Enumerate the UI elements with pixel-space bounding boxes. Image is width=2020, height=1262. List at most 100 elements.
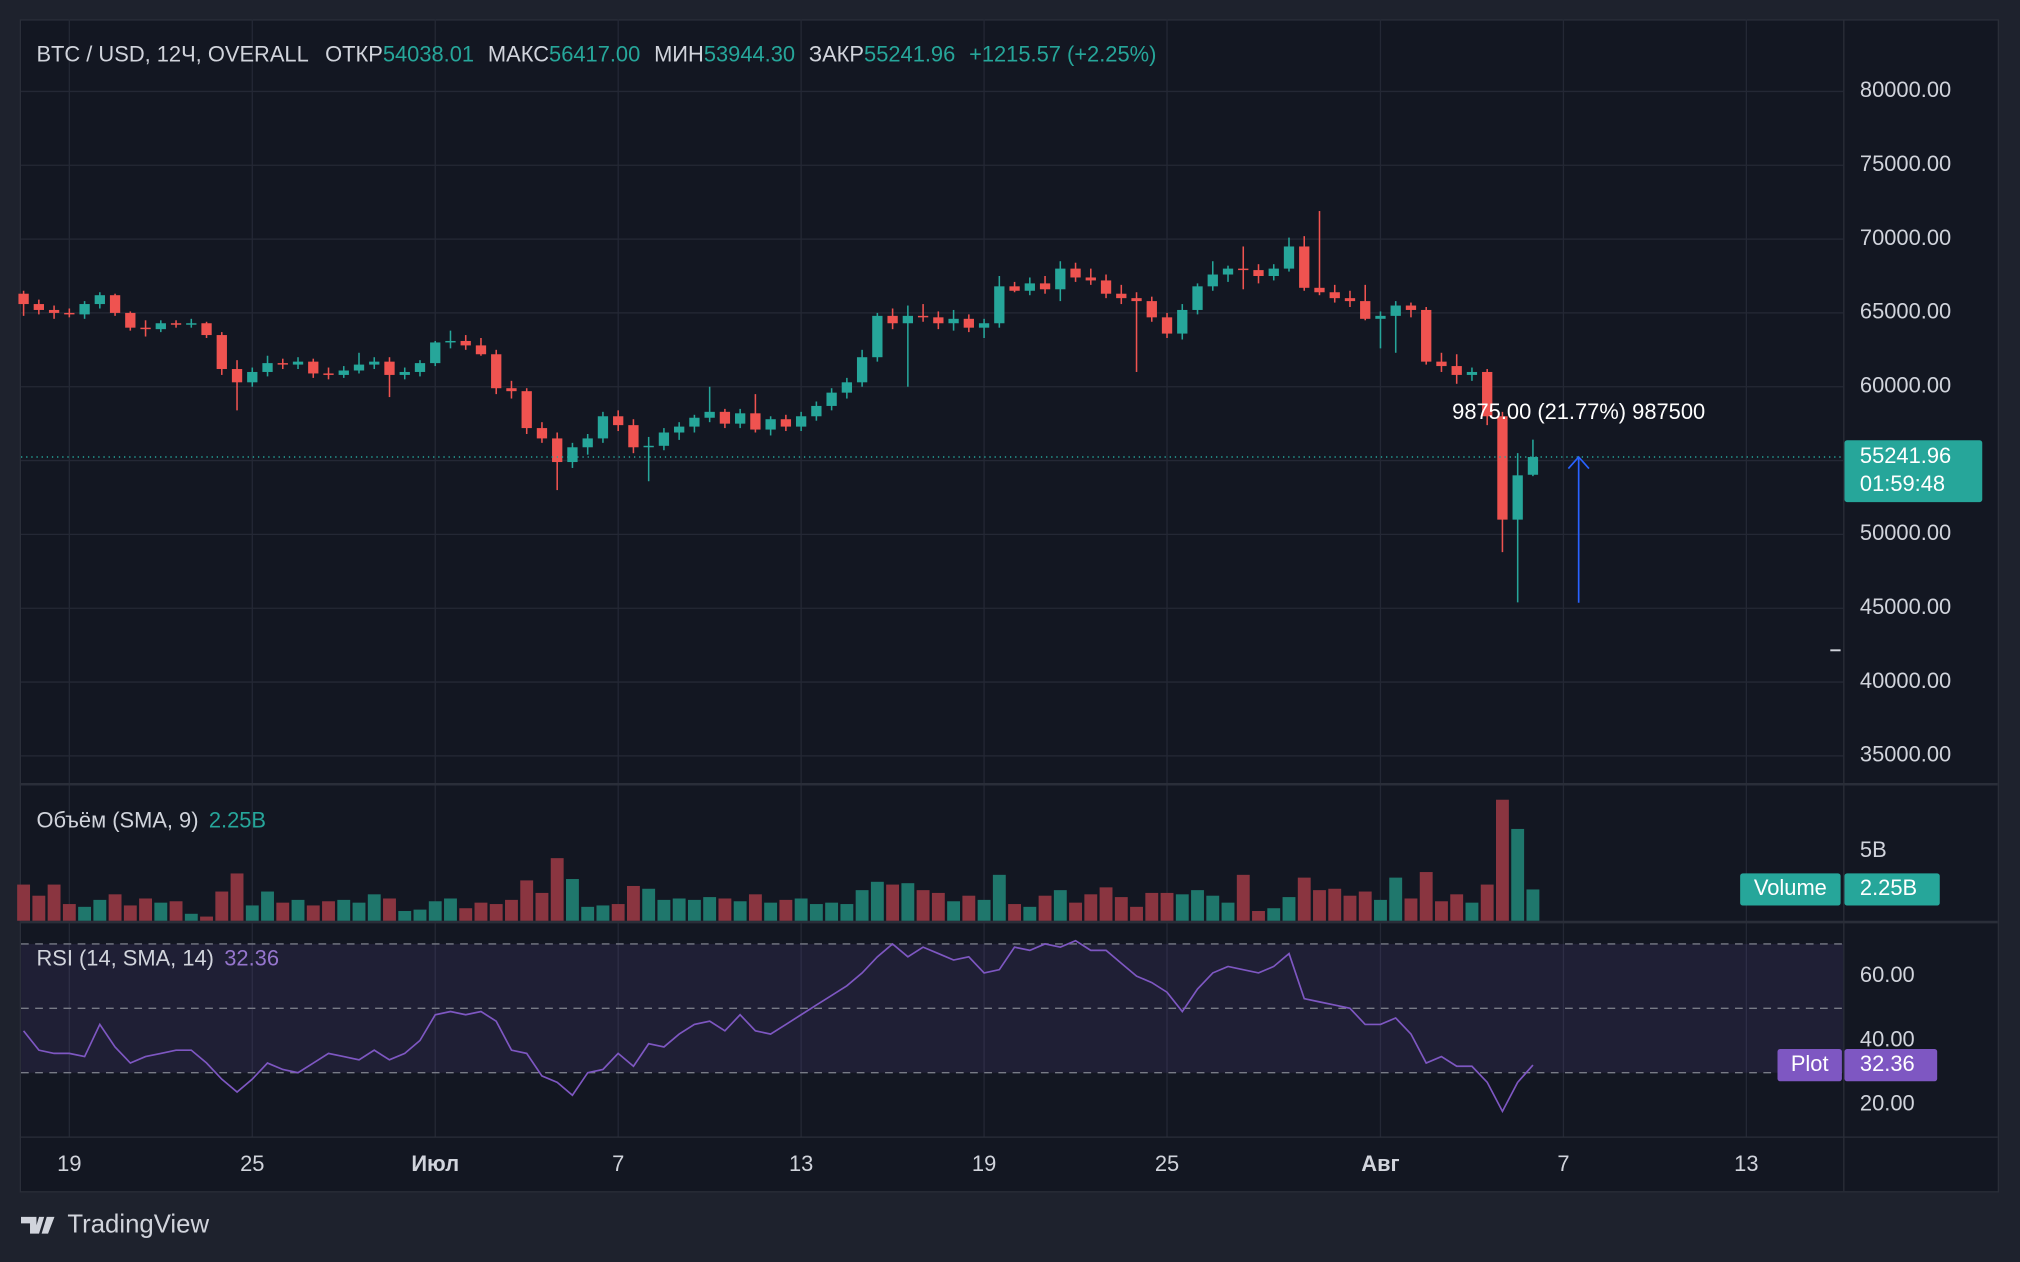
rsi-line	[22, 939, 1534, 1114]
price-badge	[1844, 440, 1983, 503]
candle-body	[216, 335, 227, 370]
volume-bar	[703, 897, 717, 921]
volume-bar	[352, 902, 366, 921]
candle-body	[1466, 371, 1478, 375]
candle-body	[994, 286, 1005, 324]
volume-bar	[611, 904, 625, 921]
volume-bar	[184, 913, 198, 921]
candle-body	[1390, 305, 1401, 316]
y-tick-label: 80000.00	[1860, 77, 1951, 102]
marks	[17, 211, 1844, 1114]
volume-bar	[733, 901, 747, 921]
grid	[21, 19, 1844, 1138]
candle-body	[582, 438, 593, 448]
badge-name-bg	[1777, 1049, 1842, 1082]
y-tick-label: 50000.00	[1860, 520, 1951, 545]
y-tick-label: 60000.00	[1860, 373, 1951, 398]
volume-bar	[642, 888, 656, 921]
value: 53944.30	[704, 41, 795, 66]
candle-body	[1451, 366, 1462, 375]
volume-bar	[1328, 888, 1342, 921]
volume-bar	[825, 902, 839, 921]
volume-bar	[809, 904, 823, 921]
y-tick-label: 60.00	[1860, 962, 1915, 987]
label: ОТКР	[325, 41, 383, 66]
change: +1215.57 (+2.25%)	[969, 41, 1156, 66]
volume-bar	[306, 905, 320, 921]
badge-value-bg	[1844, 1049, 1938, 1082]
volume-bar	[764, 902, 778, 921]
volume-bar	[276, 902, 290, 921]
logo: TradingView	[21, 1211, 209, 1239]
volume-bar	[1267, 908, 1281, 921]
current: 2.25B	[209, 807, 266, 832]
candle-body	[491, 354, 502, 389]
volume-bar	[1069, 902, 1082, 921]
volume-bar	[886, 884, 900, 921]
price-badge-countdown: 01:59:48	[1860, 471, 1945, 496]
measure-label: 9875.00 (21.77%) 987500	[1452, 399, 1705, 424]
candle-body	[125, 312, 136, 328]
candle-body	[902, 315, 914, 324]
value: 54038.01	[383, 41, 474, 66]
candle-body	[94, 295, 105, 305]
candle-body	[1039, 283, 1051, 290]
candle-body	[613, 416, 624, 426]
volume-bar	[215, 891, 229, 921]
volume-bar	[1008, 904, 1022, 921]
candle-body	[1070, 268, 1081, 278]
volume-bar	[474, 902, 488, 921]
x-tick-label: 19	[57, 1151, 81, 1176]
volume-bar	[505, 899, 518, 921]
candle-body	[262, 363, 273, 372]
candle-body	[369, 361, 380, 365]
candle-body	[811, 405, 822, 417]
volume-bar	[779, 899, 793, 921]
volume-bar	[1389, 877, 1403, 921]
volume-bar	[1114, 897, 1128, 921]
volume-bar	[947, 901, 961, 921]
candle-body	[384, 361, 395, 375]
candle-body	[155, 323, 166, 330]
candle-body	[1131, 298, 1142, 302]
candle-body	[887, 315, 898, 324]
candle-body	[1085, 277, 1096, 281]
y-tick-label: 70000.00	[1860, 225, 1951, 250]
y-tick-label: 75000.00	[1860, 151, 1951, 176]
volume-bar	[322, 901, 335, 921]
volume-bar	[1450, 894, 1464, 921]
volume-bar	[169, 901, 183, 921]
volume-bar	[581, 906, 595, 921]
volume-bar	[62, 904, 76, 921]
badge-value: 2.25B	[1860, 875, 1917, 900]
candle-body	[1497, 416, 1508, 520]
label: МИН	[654, 41, 704, 66]
volume-bar	[1191, 890, 1204, 921]
candle-body	[1421, 309, 1432, 362]
volume-bar	[1465, 902, 1479, 921]
candle-body	[658, 432, 670, 446]
candle-body	[1253, 270, 1264, 276]
candle-body	[247, 371, 258, 383]
volume-bar	[1175, 894, 1189, 921]
candle-body	[1482, 371, 1493, 417]
volume-bar	[794, 898, 808, 921]
volume-bar	[1313, 890, 1326, 921]
candle-body	[1268, 268, 1279, 276]
x-tick-label: 7	[1557, 1151, 1569, 1176]
x-tick-label: 19	[972, 1151, 996, 1176]
candle-body	[856, 357, 868, 383]
candle-body	[750, 413, 761, 430]
y-tick-label: 20.00	[1860, 1091, 1915, 1116]
volume-bar	[672, 898, 686, 921]
candle-body	[1360, 301, 1371, 319]
volume-bar	[337, 899, 351, 921]
value: 55241.96	[864, 41, 955, 66]
volume-bar	[489, 904, 503, 921]
candle-body	[674, 426, 685, 433]
volume-bar	[245, 905, 259, 921]
candle-body	[399, 371, 410, 375]
volume-bar	[1221, 902, 1235, 921]
volume-bar	[1358, 891, 1372, 921]
volume-bar	[1206, 895, 1220, 921]
